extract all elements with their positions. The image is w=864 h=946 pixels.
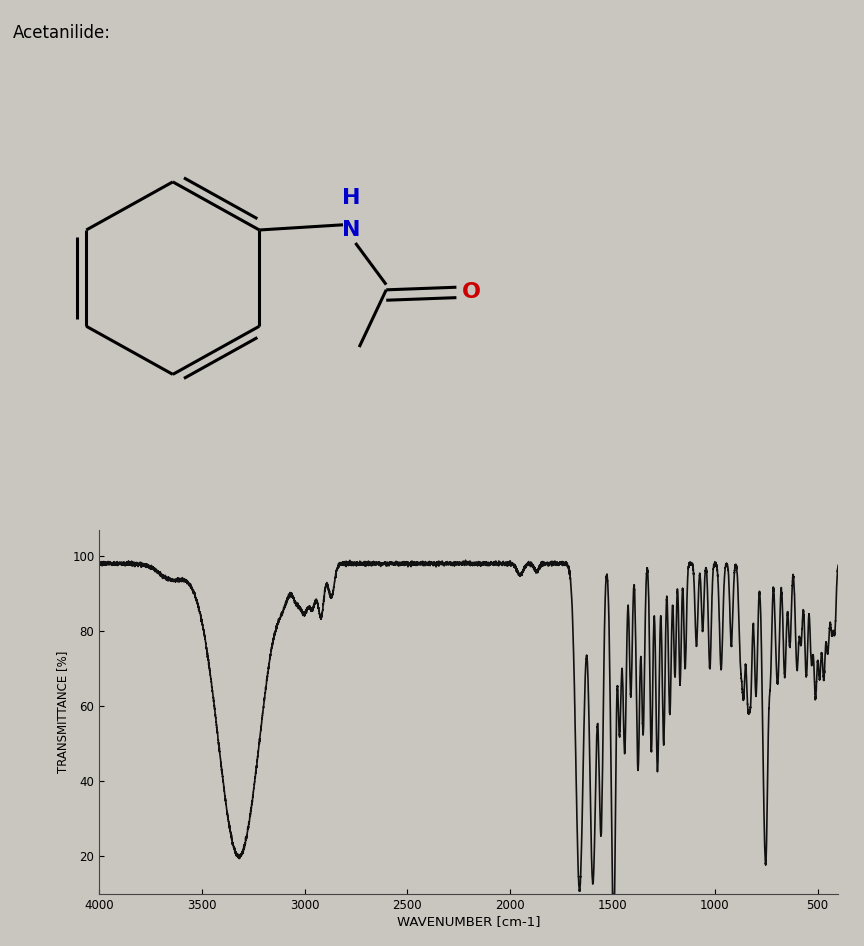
Y-axis label: TRANSMITTANCE [%]: TRANSMITTANCE [%] (56, 651, 69, 773)
Text: Acetanilide:: Acetanilide: (13, 24, 111, 42)
Text: O: O (462, 283, 481, 303)
Text: N: N (342, 220, 360, 240)
Text: H: H (342, 187, 360, 208)
X-axis label: WAVENUMBER [cm-1]: WAVENUMBER [cm-1] (397, 915, 541, 928)
